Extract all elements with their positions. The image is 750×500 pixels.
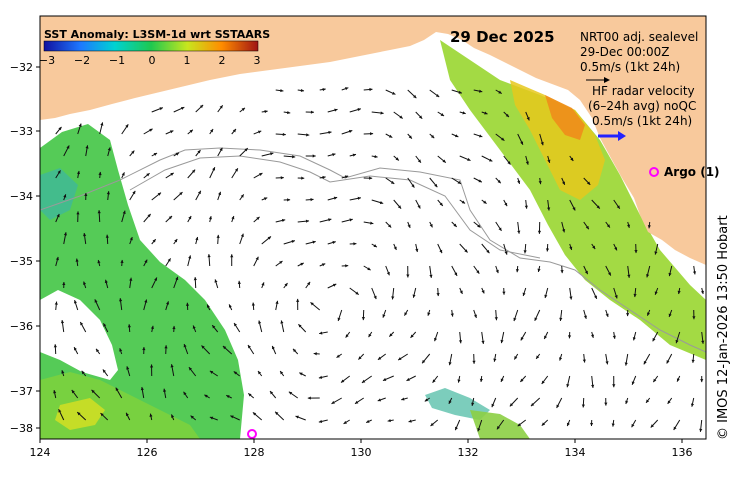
lat-tick-label: −35 bbox=[10, 255, 33, 268]
longitude-axis: 124 126 128 130 132 134 136 bbox=[30, 439, 693, 459]
colorbar-tick-label: 0 bbox=[149, 54, 156, 67]
colorbar-tick-label: −2 bbox=[74, 54, 90, 67]
colorbar-tick-label: 2 bbox=[219, 54, 226, 67]
colorbar-tick-label: 3 bbox=[254, 54, 261, 67]
lon-tick-label: 124 bbox=[30, 446, 51, 459]
lat-tick-label: −32 bbox=[10, 61, 33, 74]
lon-tick-label: 136 bbox=[672, 446, 693, 459]
hf-legend-line3: 0.5m/s (1kt 24h) bbox=[592, 114, 692, 128]
lat-tick-label: −37 bbox=[10, 385, 33, 398]
lat-tick-label: −36 bbox=[10, 320, 33, 333]
colorbar-title: SST Anomaly: L3SM-1d wrt SSTAARS bbox=[44, 28, 270, 41]
lon-tick-label: 134 bbox=[565, 446, 586, 459]
lat-tick-label: −38 bbox=[10, 422, 33, 435]
date-label: 29 Dec 2025 bbox=[450, 28, 555, 46]
latitude-axis: −32 −33 −34 −35 −36 −37 −38 bbox=[10, 61, 40, 435]
nrt-legend-line2: 29-Dec 00:00Z bbox=[580, 45, 669, 59]
lat-tick-label: −33 bbox=[10, 125, 33, 138]
lat-tick-label: −34 bbox=[10, 190, 33, 203]
lon-tick-label: 126 bbox=[137, 446, 158, 459]
credit-text: © IMOS 12-Jan-2026 13:50 Hobart bbox=[716, 215, 731, 440]
nrt-legend-line3: 0.5m/s (1kt 24h) bbox=[580, 60, 680, 74]
hf-legend-line1: HF radar velocity bbox=[592, 84, 695, 98]
lon-tick-label: 132 bbox=[458, 446, 479, 459]
lon-tick-label: 130 bbox=[351, 446, 372, 459]
nrt-legend-line1: NRT00 adj. sealevel bbox=[580, 30, 698, 44]
colorbar-tick-label: −3 bbox=[39, 54, 55, 67]
argo-label: Argo (1) bbox=[664, 165, 720, 179]
colorbar-tick-label: 1 bbox=[184, 54, 191, 67]
lon-tick-label: 128 bbox=[244, 446, 265, 459]
colorbar-tick-label: −1 bbox=[109, 54, 125, 67]
colorbar bbox=[44, 41, 258, 51]
hf-legend-line2: (6–24h avg) noQC bbox=[588, 99, 696, 113]
